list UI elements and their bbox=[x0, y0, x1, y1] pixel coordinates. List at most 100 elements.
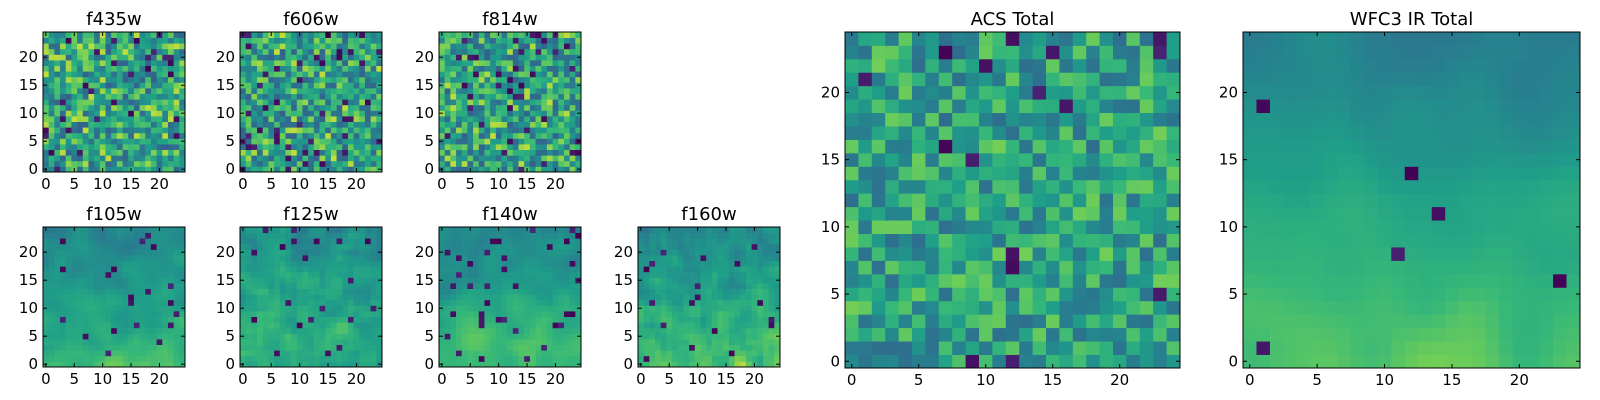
heatmap-cell bbox=[1059, 327, 1074, 342]
heatmap-cell bbox=[546, 294, 553, 301]
heatmap-cell bbox=[683, 333, 690, 340]
heatmap-cell bbox=[535, 299, 542, 306]
heatmap-cell bbox=[740, 350, 747, 357]
heatmap-cell bbox=[262, 271, 269, 278]
heatmap-cell bbox=[99, 116, 106, 122]
heatmap-cell bbox=[478, 110, 485, 117]
heatmap-cell bbox=[128, 54, 135, 61]
heatmap-cell bbox=[473, 88, 480, 94]
heatmap-cell bbox=[65, 311, 72, 317]
heatmap-cell bbox=[569, 166, 576, 173]
heatmap-cell bbox=[173, 155, 180, 162]
heatmap-cell bbox=[116, 155, 123, 162]
heatmap-cell bbox=[484, 43, 491, 50]
heatmap-cell bbox=[240, 37, 247, 44]
heatmap-cell bbox=[330, 255, 337, 261]
panel-title: f125w bbox=[283, 204, 338, 225]
heatmap-cell bbox=[71, 71, 78, 78]
heatmap-cell bbox=[48, 227, 55, 233]
heatmap-cell bbox=[364, 316, 372, 323]
heatmap-cell bbox=[279, 238, 286, 245]
heatmap-cell bbox=[88, 305, 95, 312]
heatmap-cell bbox=[461, 138, 468, 145]
heatmap-cell bbox=[461, 132, 468, 139]
heatmap-cell bbox=[77, 60, 84, 66]
heatmap-cell bbox=[535, 93, 542, 100]
heatmap-cell bbox=[82, 121, 89, 128]
heatmap-cell bbox=[1019, 260, 1033, 275]
heatmap-cell bbox=[490, 65, 497, 72]
heatmap-cell bbox=[638, 322, 645, 329]
heatmap-cell bbox=[48, 311, 55, 317]
heatmap-cell bbox=[1046, 247, 1060, 261]
heatmap-cell bbox=[43, 121, 50, 128]
heatmap-cell bbox=[71, 37, 78, 44]
heatmap-cell bbox=[150, 144, 157, 150]
heatmap-cell bbox=[364, 116, 372, 122]
heatmap-cell bbox=[473, 54, 480, 61]
heatmap-cell bbox=[313, 132, 320, 139]
heatmap-cell bbox=[359, 339, 366, 345]
heatmap-cell bbox=[319, 160, 326, 167]
heatmap-cell bbox=[563, 311, 571, 317]
heatmap-cell bbox=[376, 344, 383, 351]
heatmap-cell bbox=[150, 99, 157, 106]
heatmap-cell bbox=[912, 300, 926, 315]
heatmap-cell bbox=[655, 283, 662, 289]
heatmap-cell bbox=[156, 355, 163, 362]
heatmap-cell bbox=[150, 160, 157, 167]
heatmap-cell bbox=[94, 37, 101, 44]
heatmap-cell bbox=[94, 277, 101, 284]
heatmap-cell bbox=[173, 227, 180, 233]
heatmap-cell bbox=[478, 299, 485, 306]
heatmap-cell bbox=[495, 238, 502, 245]
heatmap-cell bbox=[54, 71, 61, 78]
heatmap-cell bbox=[495, 322, 502, 329]
heatmap-cell bbox=[111, 110, 118, 117]
heatmap-cell bbox=[478, 93, 485, 100]
heatmap-cell bbox=[274, 60, 281, 66]
heatmap-cell bbox=[672, 232, 679, 239]
heatmap-cell bbox=[60, 232, 67, 239]
heatmap-cell bbox=[563, 166, 571, 173]
heatmap-cell bbox=[302, 71, 309, 78]
heatmap-cell bbox=[711, 277, 718, 284]
heatmap-cell bbox=[330, 43, 337, 50]
heatmap-cell bbox=[541, 316, 548, 323]
heatmap-cell bbox=[473, 132, 480, 139]
heatmap-cell bbox=[336, 160, 343, 167]
heatmap-cell bbox=[128, 93, 135, 100]
heatmap-cell bbox=[473, 361, 480, 368]
heatmap-cell bbox=[478, 149, 485, 156]
heatmap-cell bbox=[359, 32, 366, 38]
heatmap-cell bbox=[262, 65, 269, 72]
heatmap-cell bbox=[456, 32, 463, 38]
heatmap-cell bbox=[711, 238, 718, 245]
heatmap-cell bbox=[439, 271, 446, 278]
heatmap-cell bbox=[444, 249, 451, 256]
heatmap-cell bbox=[347, 116, 354, 122]
heatmap-cell bbox=[133, 238, 140, 245]
heatmap-cell bbox=[162, 138, 169, 145]
heatmap-cell bbox=[484, 339, 491, 345]
heatmap-cell bbox=[473, 260, 480, 267]
heatmap-cell bbox=[274, 82, 281, 89]
heatmap-cell bbox=[313, 88, 320, 94]
heatmap-cell bbox=[456, 166, 463, 173]
heatmap-cell bbox=[575, 266, 582, 273]
heatmap-cell bbox=[484, 71, 491, 78]
heatmap-cell bbox=[116, 277, 123, 284]
heatmap-cell bbox=[94, 322, 101, 329]
heatmap-cell bbox=[162, 160, 169, 167]
heatmap-cell bbox=[507, 238, 514, 245]
heatmap-cell bbox=[251, 82, 258, 89]
heatmap-cell bbox=[336, 71, 343, 78]
heatmap-cell bbox=[162, 255, 169, 261]
heatmap-cell bbox=[54, 76, 61, 83]
heatmap-cell bbox=[133, 149, 140, 156]
heatmap-cell bbox=[1019, 247, 1033, 261]
heatmap-cell bbox=[291, 43, 298, 50]
heatmap-cell bbox=[845, 341, 859, 355]
heatmap-cell bbox=[274, 88, 281, 94]
heatmap-cell bbox=[518, 166, 525, 173]
